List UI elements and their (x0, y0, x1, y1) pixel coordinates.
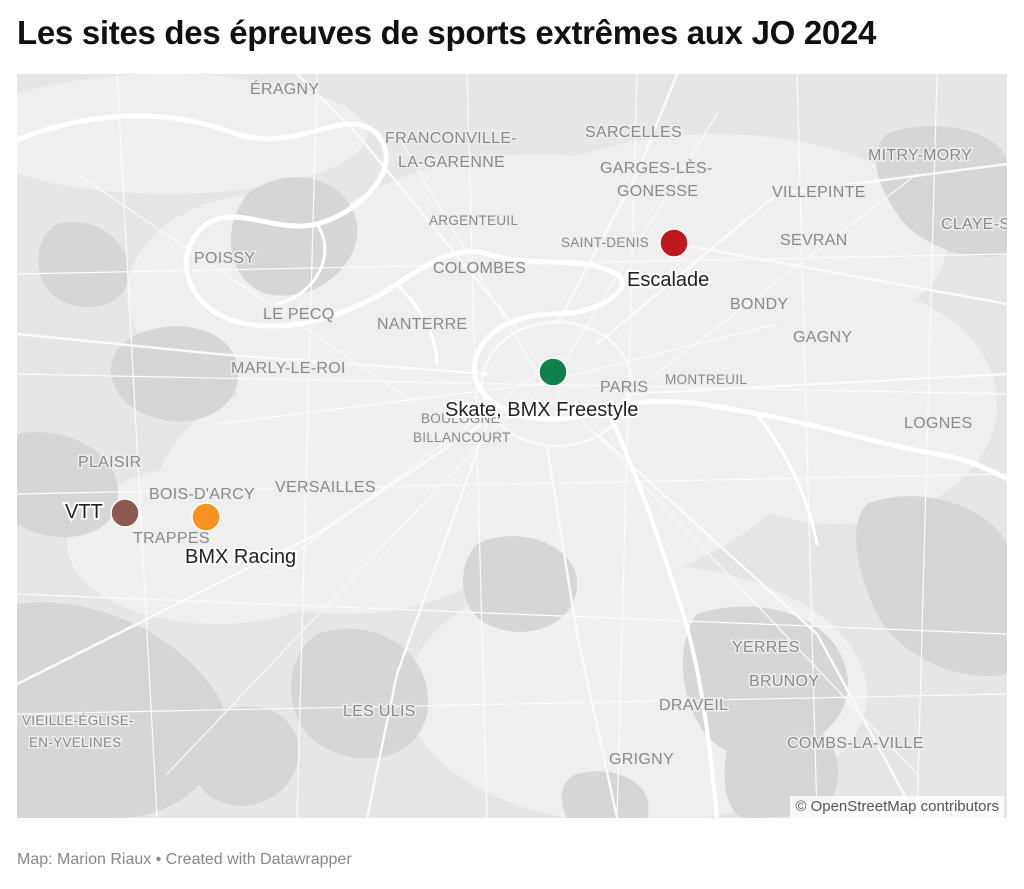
place-label-vieille2: EN-YVELINES (29, 735, 122, 750)
marker-label-skate: Skate, BMX Freestyle (445, 399, 638, 421)
place-label-claye: CLAYE-S (941, 216, 1007, 233)
place-label-plaisir: PLAISIR (78, 454, 141, 471)
marker-dot-escalade[interactable] (659, 228, 689, 258)
place-label-sarcelles: SARCELLES (585, 124, 682, 141)
marker-label-vtt: VTT (65, 501, 103, 523)
place-label-combs: COMBS-LA-VILLE (787, 735, 924, 752)
place-label-yerres: YERRES (732, 639, 800, 656)
place-label-saintdenis: SAINT-DENIS (561, 235, 649, 250)
place-label-gagny: GAGNY (793, 329, 852, 346)
forest-areas (17, 125, 1007, 818)
place-label-marly: MARLY-LE-ROI (231, 360, 346, 377)
site-marker-bmx-racing[interactable]: BMX Racing (183, 502, 298, 570)
site-marker-escalade[interactable]: Escalade (625, 228, 711, 293)
place-label-garges2: GONESSE (617, 183, 698, 200)
place-label-grigny: GRIGNY (609, 751, 674, 768)
map-attribution[interactable]: © OpenStreetMap contributors (790, 796, 1004, 818)
marker-dot-bmx-racing[interactable] (191, 502, 221, 532)
site-markers[interactable]: Escalade Skate, BMX Freestyle VTT BMX Racin… (63, 228, 711, 570)
place-label-villepinte: VILLEPINTE (772, 184, 866, 201)
place-label-mitry: MITRY-MORY (868, 147, 972, 164)
chart-footer: Map: Marion Riaux • Created with Datawra… (17, 851, 352, 869)
map-graphic[interactable]: ÉRAGNY FRANCONVILLE- LA-GARENNE SARCELLES GA… (17, 74, 1007, 818)
footer-separator: • (151, 851, 166, 868)
place-label-vieille1: VIEILLE-ÉGLISE- (22, 713, 134, 728)
marker-label-bmx-racing: BMX Racing (185, 546, 296, 568)
place-label-colombes: COLOMBES (433, 260, 526, 277)
place-label-paris: PARIS (600, 379, 648, 396)
site-marker-skate[interactable]: Skate, BMX Freestyle (443, 357, 640, 423)
place-label-brunoy: BRUNOY (749, 673, 819, 690)
place-label-franconville: FRANCONVILLE- (385, 130, 517, 147)
rivers (17, 113, 1007, 818)
map-canvas[interactable]: ÉRAGNY FRANCONVILLE- LA-GARENNE SARCELLES GA… (17, 74, 1007, 818)
place-label-lognes: LOGNES (904, 415, 973, 432)
place-label-versailles: VERSAILLES (275, 479, 376, 496)
place-label-bondy: BONDY (730, 296, 788, 313)
site-marker-vtt[interactable]: VTT (63, 498, 140, 528)
place-label-garges1: GARGES-LÈS- (600, 158, 713, 177)
road-network (17, 74, 1007, 818)
place-labels: ÉRAGNY FRANCONVILLE- LA-GARENNE SARCELLES GA… (21, 78, 1008, 770)
place-label-trappes: TRAPPES (133, 530, 210, 547)
datawrapper-credit-link[interactable]: Created with Datawrapper (165, 851, 352, 868)
marker-dot-vtt[interactable] (110, 498, 140, 528)
map-source: Map: Marion Riaux (17, 851, 152, 868)
place-label-boisdarcy: BOIS-D'ARCY (149, 486, 255, 503)
place-label-lepecq: LE PECQ (263, 306, 334, 323)
place-label-billancourt: BILLANCOURT (413, 430, 511, 445)
place-label-montreuil: MONTREUIL (665, 372, 747, 387)
marker-label-escalade: Escalade (627, 269, 709, 291)
map-title: Les sites des épreuves de sports extrême… (17, 14, 877, 51)
place-label-nanterre: NANTERRE (377, 316, 467, 333)
place-label-sevran: SEVRAN (780, 232, 848, 249)
place-label-eragny: ÉRAGNY (250, 79, 319, 98)
place-label-argenteuil: ARGENTEUIL (429, 213, 518, 228)
place-label-lagarenne: LA-GARENNE (398, 154, 505, 171)
place-label-boulogne: BOULOGNE (421, 411, 500, 426)
place-label-lesulis: LES ULIS (343, 703, 416, 720)
place-label-draveil: DRAVEIL (659, 697, 728, 714)
marker-dot-skate[interactable] (538, 357, 568, 387)
place-label-poissy: POISSY (194, 250, 255, 267)
